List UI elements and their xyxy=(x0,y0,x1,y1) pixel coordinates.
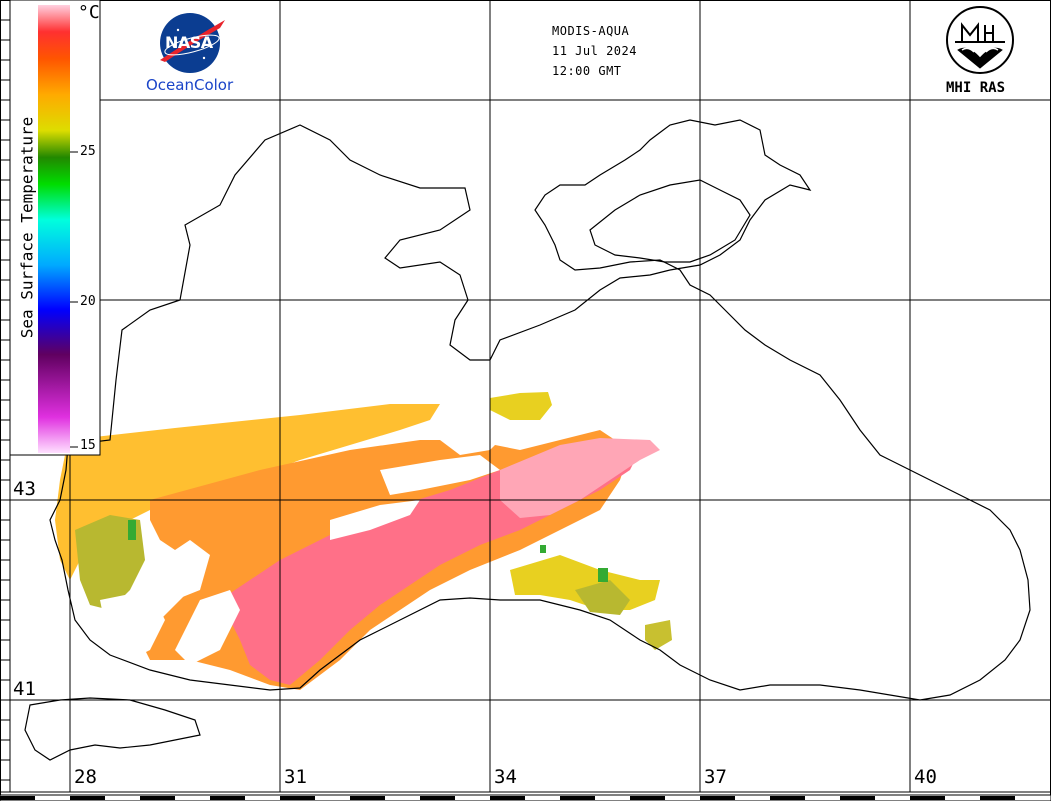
cloud-gap-3 xyxy=(160,540,210,600)
legend-title: Sea Surface Temperature xyxy=(17,116,37,339)
sst-patch-west-yellow xyxy=(55,404,440,580)
left-ruler xyxy=(0,0,11,792)
sst-patch-west-olive xyxy=(75,515,145,610)
sst-green-fleck-2 xyxy=(598,568,608,582)
legend-colorbar xyxy=(38,5,70,453)
legend-tick-20: 20 xyxy=(80,294,96,309)
lon-label-40: 40 xyxy=(914,766,937,788)
legend-tick-25: 25 xyxy=(80,144,96,159)
sst-patch-east-olive xyxy=(575,580,630,615)
satellite-label: MODIS-AQUA xyxy=(552,24,630,38)
sst-patch-east-small xyxy=(645,620,672,650)
sst-green-fleck-3 xyxy=(540,545,546,553)
cloud-gap-4 xyxy=(175,590,240,665)
date-label: 11 Jul 2024 xyxy=(552,44,637,58)
cloud-gap-1 xyxy=(380,455,500,495)
legend-tick-15: 15 xyxy=(80,438,96,453)
sst-patch-north-yellow xyxy=(490,392,552,420)
cloud-gap-6 xyxy=(100,590,165,660)
bottom-ruler xyxy=(0,791,1051,801)
lon-label-37: 37 xyxy=(704,766,727,788)
sst-green-fleck-1 xyxy=(128,520,136,540)
sst-patch-light-pink xyxy=(500,438,660,518)
lon-label-28: 28 xyxy=(74,766,97,788)
mhi-ras-logo xyxy=(946,6,1014,74)
mhi-ras-caption: MHI RAS xyxy=(946,80,1006,96)
cloud-gap-5 xyxy=(440,430,500,455)
coastline-black-sea xyxy=(49,119,1031,701)
legend-unit: °C xyxy=(78,2,100,23)
coastline-sea-of-azov xyxy=(589,179,751,263)
coastline-marmara xyxy=(24,697,201,761)
sst-field xyxy=(55,392,672,690)
lat-label-43: 43 xyxy=(13,478,36,500)
lat-label-41: 41 xyxy=(13,678,36,700)
lon-label-31: 31 xyxy=(284,766,307,788)
nasa-badge-text: NASA xyxy=(165,33,213,52)
nasa-logo xyxy=(160,13,225,73)
oceancolor-caption: OceanColor xyxy=(146,76,234,94)
legend xyxy=(9,0,101,456)
cloud-gap-2 xyxy=(330,500,420,540)
lon-label-34: 34 xyxy=(494,766,517,788)
time-label: 12:00 GMT xyxy=(552,64,622,78)
